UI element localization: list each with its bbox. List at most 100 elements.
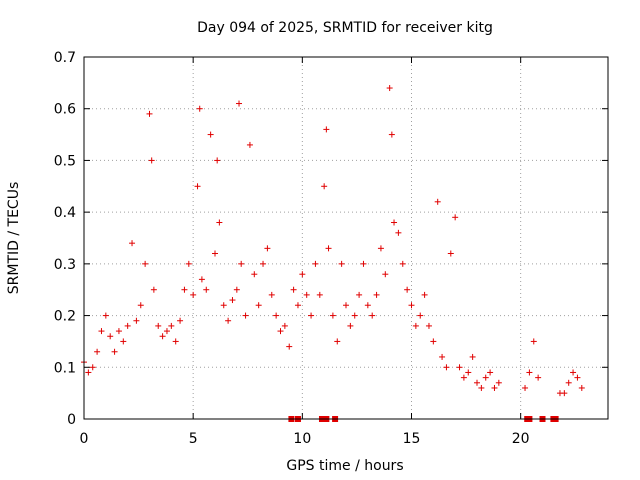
- data-point: [382, 271, 389, 278]
- data-point: [203, 286, 210, 293]
- data-point: [574, 374, 581, 381]
- y-tick-label: 0.6: [54, 102, 76, 118]
- data-point: [146, 110, 153, 117]
- data-point: [377, 245, 384, 252]
- data-point: [456, 364, 463, 371]
- data-point: [277, 328, 284, 335]
- data-point: [388, 131, 395, 138]
- data-point: [150, 286, 157, 293]
- data-point: [98, 328, 105, 335]
- data-point: [107, 333, 114, 340]
- x-tick-label: 5: [189, 431, 198, 447]
- data-point: [133, 317, 140, 324]
- data-point: [530, 338, 537, 345]
- data-point: [89, 364, 96, 371]
- data-point: [255, 302, 262, 309]
- data-point: [439, 353, 446, 360]
- data-point: [129, 240, 136, 247]
- data-point: [148, 157, 155, 164]
- data-point: [185, 260, 192, 267]
- data-point: [469, 353, 476, 360]
- data-point: [194, 183, 201, 190]
- data-point: [399, 260, 406, 267]
- data-point: [264, 245, 271, 252]
- data-point: [168, 322, 175, 329]
- data-point: [111, 348, 118, 355]
- y-tick-label: 0.1: [54, 360, 76, 376]
- data-point: [364, 302, 371, 309]
- data-point: [251, 271, 258, 278]
- data-point: [482, 374, 489, 381]
- data-point: [447, 250, 454, 257]
- y-tick-label: 0.5: [54, 153, 76, 169]
- data-point: [159, 333, 166, 340]
- data-point: [198, 276, 205, 283]
- x-tick-label: 15: [403, 431, 421, 447]
- data-point: [561, 390, 568, 397]
- data-point: [238, 260, 245, 267]
- data-point: [570, 369, 577, 376]
- data-point: [321, 183, 328, 190]
- data-point: [273, 312, 280, 319]
- data-point: [102, 312, 109, 319]
- data-point: [236, 100, 243, 107]
- data-point: [495, 379, 502, 386]
- data-point: [373, 291, 380, 298]
- data-point: [163, 328, 170, 335]
- axis-ticks: 0 0.1 0.2 0.3 0.4 0.5 0.6 0.7 0 5 10 15 20: [54, 50, 608, 447]
- data-point: [214, 157, 221, 164]
- data-point: [395, 229, 402, 236]
- data-point: [386, 85, 393, 92]
- data-point: [312, 260, 319, 267]
- data-point: [478, 384, 485, 391]
- data-point: [491, 384, 498, 391]
- data-point: [85, 369, 92, 376]
- data-point: [142, 260, 149, 267]
- chart-title: Day 094 of 2025, SRMTID for receiver kit…: [197, 20, 493, 36]
- x-tick-label: 20: [512, 431, 530, 447]
- y-axis-label: SRMTID / TECUs: [6, 182, 22, 295]
- data-point: [421, 291, 428, 298]
- data-point: [225, 317, 232, 324]
- data-point: [329, 312, 336, 319]
- data-point: [308, 312, 315, 319]
- data-point: [323, 126, 330, 133]
- data-point: [343, 302, 349, 309]
- data-point: [260, 260, 267, 267]
- data-point: [216, 219, 223, 226]
- data-point: [124, 322, 131, 329]
- data-point: [325, 245, 332, 252]
- data-point: [220, 302, 227, 309]
- data-point: [578, 384, 585, 391]
- data-point: [303, 291, 310, 298]
- data-point: [181, 286, 188, 293]
- data-point: [391, 219, 398, 226]
- data-point: [408, 302, 415, 309]
- grid: [84, 57, 608, 419]
- data-point: [460, 374, 467, 381]
- data-point: [115, 328, 122, 335]
- data-point: [565, 379, 572, 386]
- data-point: [155, 322, 162, 329]
- data-point: [268, 291, 275, 298]
- data-point: [360, 260, 367, 267]
- data-point: [465, 369, 472, 376]
- data-point: [474, 379, 480, 386]
- data-point: [281, 322, 288, 329]
- data-point: [177, 317, 184, 324]
- data-point: [526, 369, 533, 376]
- data-point: [290, 286, 297, 293]
- y-tick-label: 0.7: [54, 50, 76, 66]
- data-point: [412, 322, 419, 329]
- y-tick-label: 0.3: [54, 257, 76, 273]
- data-point: [369, 312, 376, 319]
- data-point: [425, 322, 432, 329]
- data-points: [81, 85, 585, 422]
- plot-frame: [83, 56, 609, 420]
- y-tick-label: 0: [67, 412, 76, 428]
- x-axis-label: GPS time / hours: [286, 458, 403, 474]
- data-point: [522, 384, 529, 391]
- x-tick-label: 10: [293, 431, 311, 447]
- data-point: [434, 198, 441, 205]
